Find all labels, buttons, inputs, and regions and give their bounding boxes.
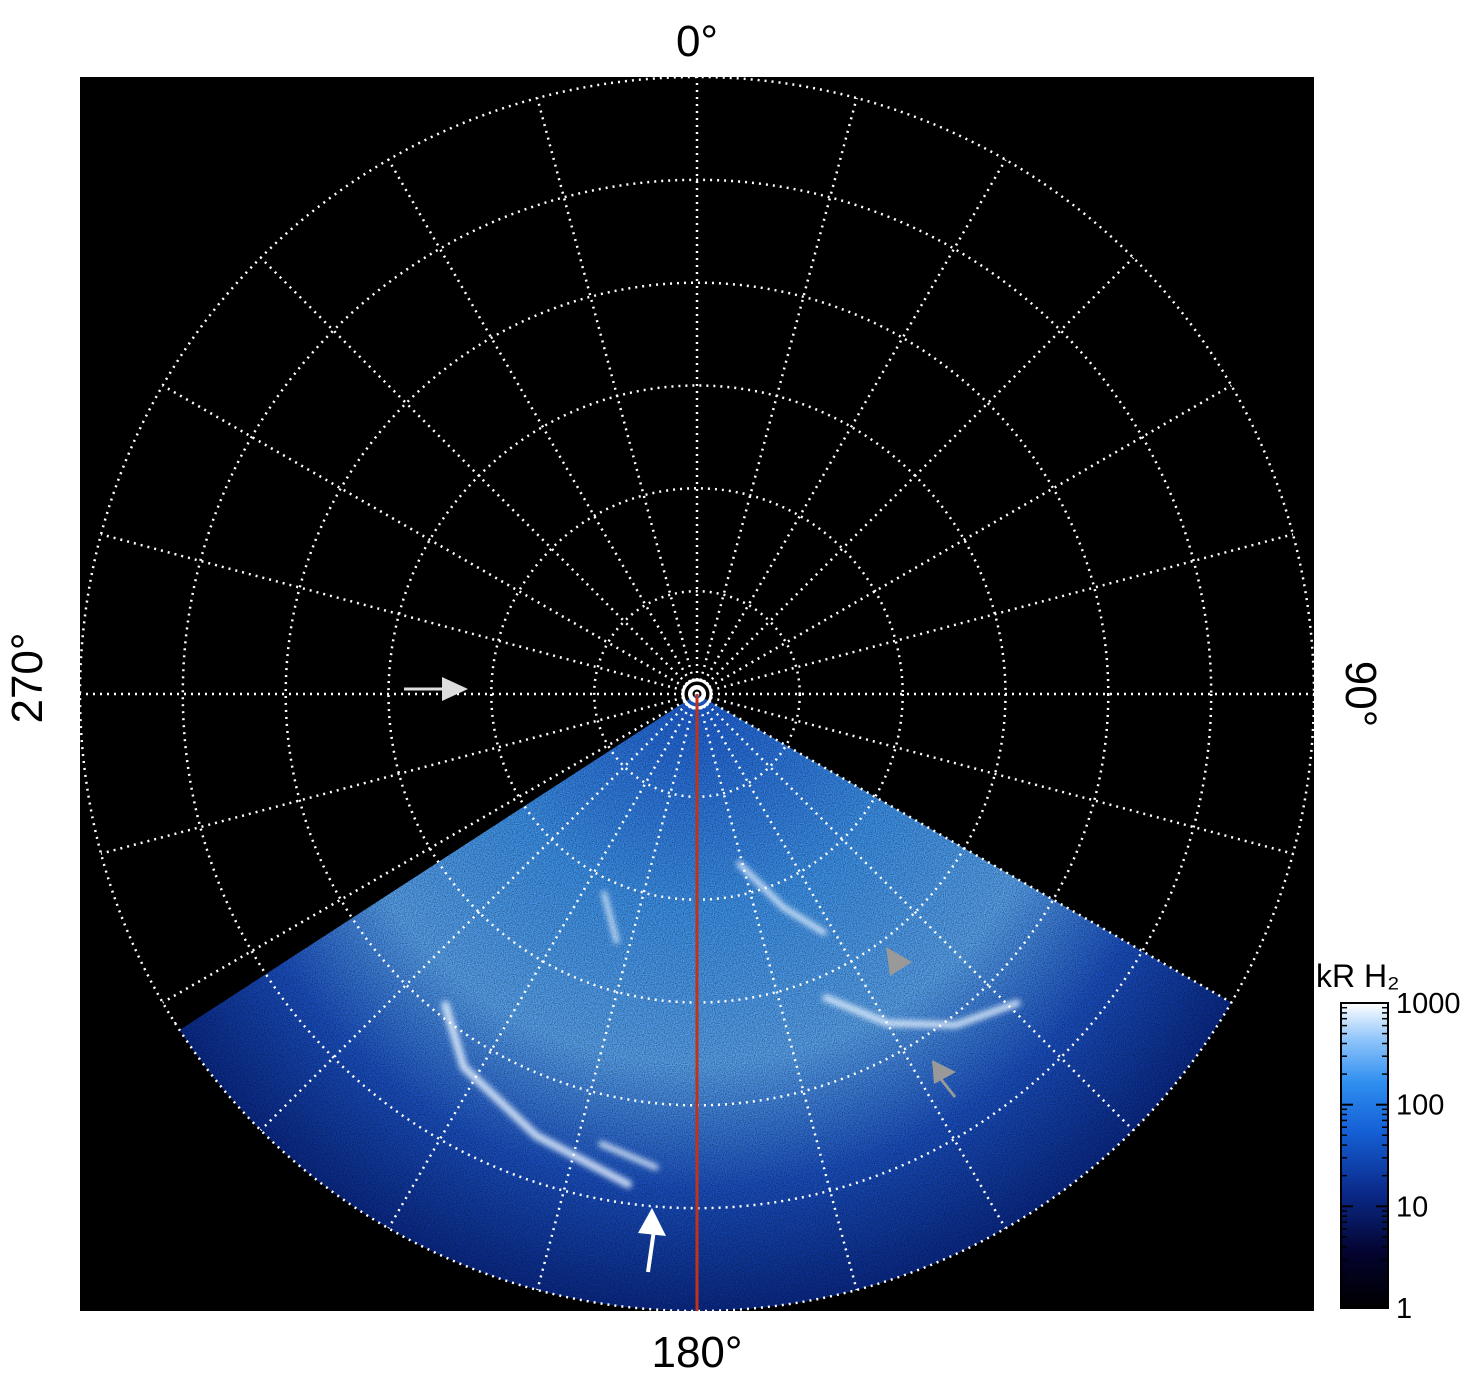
arrow-gray-upper bbox=[886, 947, 912, 976]
angle-label-right: 90° bbox=[1336, 661, 1385, 728]
grid-spoke-300 bbox=[162, 384, 698, 696]
colorbar: kR H₂ 1000 100 10 1 bbox=[1316, 958, 1461, 1325]
grid-spoke-225 bbox=[259, 693, 698, 1132]
grid-spoke-60 bbox=[696, 384, 1232, 696]
colorbar-tick-label: 1000 bbox=[1396, 988, 1461, 1020]
grid-spoke-45 bbox=[696, 256, 1135, 695]
angle-label-top: 0° bbox=[676, 17, 718, 66]
grid-spoke-15 bbox=[695, 97, 858, 695]
grid-spoke-135 bbox=[696, 693, 1135, 1132]
grid-spoke-165 bbox=[695, 693, 858, 1291]
emission-image bbox=[171, 694, 1240, 1311]
auroral-arc-3 bbox=[598, 1140, 659, 1171]
auroral-arcs bbox=[441, 860, 1021, 1189]
grid-spoke-315 bbox=[259, 256, 698, 695]
grid-spoke-150 bbox=[695, 693, 1007, 1229]
colorbar-title: kR H₂ bbox=[1316, 958, 1400, 994]
colorbar-tick-label: 100 bbox=[1396, 1090, 1444, 1122]
grid-spoke-75 bbox=[696, 533, 1294, 696]
grid-spoke-105 bbox=[696, 692, 1294, 855]
angle-label-left: 270° bbox=[3, 632, 52, 723]
grid-ring-5 bbox=[181, 178, 1213, 1210]
grid-spoke-210 bbox=[387, 693, 699, 1229]
arrow-left bbox=[404, 677, 468, 701]
grid-spoke-330 bbox=[387, 159, 699, 695]
grid-spoke-120 bbox=[696, 692, 1232, 1004]
arrow-bottom bbox=[638, 1208, 666, 1273]
auroral-arc-0 bbox=[441, 1000, 633, 1189]
grid-spoke-255 bbox=[100, 692, 698, 855]
auroral-arc-2 bbox=[736, 860, 827, 936]
grid-spoke-30 bbox=[695, 159, 1007, 695]
emission-noise bbox=[171, 694, 1240, 1311]
colorbar-tick-label: 10 bbox=[1396, 1191, 1428, 1223]
auroral-arc-4 bbox=[601, 890, 620, 944]
grid-spoke-345 bbox=[536, 97, 699, 695]
auroral-arc-1 bbox=[822, 994, 1021, 1029]
grid-spoke-195 bbox=[536, 693, 699, 1291]
colorbar-tick-label: 1 bbox=[1396, 1293, 1412, 1325]
arrow-gray-lower bbox=[932, 1060, 957, 1098]
colorbar-ticks: 1000 100 10 1 bbox=[1341, 988, 1461, 1325]
angle-label-bottom: 180° bbox=[651, 1328, 742, 1377]
colorbar-gradient bbox=[1340, 1002, 1389, 1309]
grid-spoke-240 bbox=[162, 692, 698, 1004]
grid-spoke-285 bbox=[100, 533, 698, 696]
